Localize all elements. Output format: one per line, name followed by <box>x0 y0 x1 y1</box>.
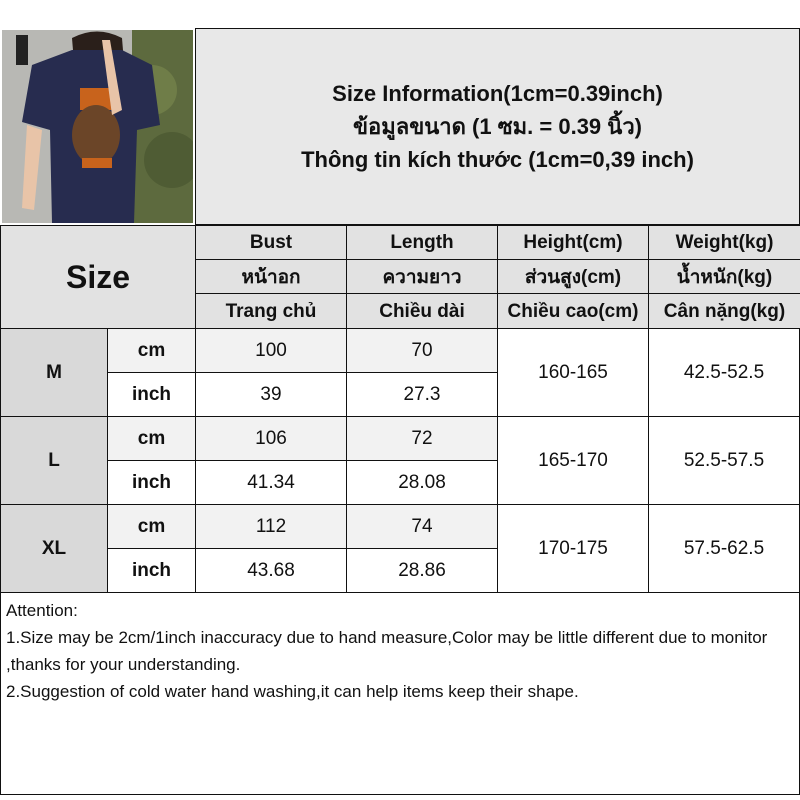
weight-range: 57.5-62.5 <box>648 504 800 593</box>
bust-cm: 112 <box>195 504 347 549</box>
length-inch: 28.86 <box>346 548 498 593</box>
height-range: 170-175 <box>497 504 649 593</box>
column-header-vi: Cân nặng(kg) <box>648 293 800 330</box>
bust-cm: 106 <box>195 416 347 461</box>
bust-inch: 39 <box>195 372 347 417</box>
title-thai: ข้อมูลขนาด (1 ซม. = 0.39 นิ้ว) <box>352 114 642 139</box>
title-english: Size Information(1cm=0.39inch) <box>332 81 663 106</box>
bust-inch: 41.34 <box>195 460 347 505</box>
weight-range: 42.5-52.5 <box>648 328 800 417</box>
length-cm: 74 <box>346 504 498 549</box>
column-header-vi: Chiều cao(cm) <box>497 293 649 330</box>
column-header-en: Bust <box>195 225 347 260</box>
column-header-vi: Chiều dài <box>346 293 498 330</box>
column-header-th: ส่วนสูง(cm) <box>497 259 649 294</box>
unit-cm: cm <box>107 416 196 461</box>
bust-inch: 43.68 <box>195 548 347 593</box>
column-header-en: Weight(kg) <box>648 225 800 260</box>
unit-cm: cm <box>107 328 196 373</box>
column-header-th: น้ำหนัก(kg) <box>648 259 800 294</box>
attention-notes: Attention: 1.Size may be 2cm/1inch inacc… <box>0 592 800 795</box>
length-inch: 27.3 <box>346 372 498 417</box>
size-header: Size <box>0 225 196 329</box>
height-range: 160-165 <box>497 328 649 417</box>
length-inch: 28.08 <box>346 460 498 505</box>
unit-inch: inch <box>107 548 196 593</box>
size-label: XL <box>0 504 108 593</box>
column-header-th: หน้าอก <box>195 259 347 294</box>
size-label: L <box>0 416 108 505</box>
column-header-th: ความยาว <box>346 259 498 294</box>
attention-item: 2.Suggestion of cold water hand washing,… <box>6 682 579 701</box>
unit-cm: cm <box>107 504 196 549</box>
unit-inch: inch <box>107 372 196 417</box>
attention-title: Attention: <box>6 601 78 620</box>
bust-cm: 100 <box>195 328 347 373</box>
length-cm: 72 <box>346 416 498 461</box>
height-range: 165-170 <box>497 416 649 505</box>
column-header-en: Length <box>346 225 498 260</box>
unit-inch: inch <box>107 460 196 505</box>
attention-item: 1.Size may be 2cm/1inch inaccuracy due t… <box>6 628 768 674</box>
length-cm: 70 <box>346 328 498 373</box>
title-vietnamese: Thông tin kích thước (1cm=0,39 inch) <box>301 147 694 172</box>
weight-range: 52.5-57.5 <box>648 416 800 505</box>
size-information-title: Size Information(1cm=0.39inch) ข้อมูลขนา… <box>195 28 800 225</box>
product-photo <box>2 30 193 223</box>
column-header-en: Height(cm) <box>497 225 649 260</box>
size-label: M <box>0 328 108 417</box>
column-header-vi: Trang chủ <box>195 293 347 330</box>
